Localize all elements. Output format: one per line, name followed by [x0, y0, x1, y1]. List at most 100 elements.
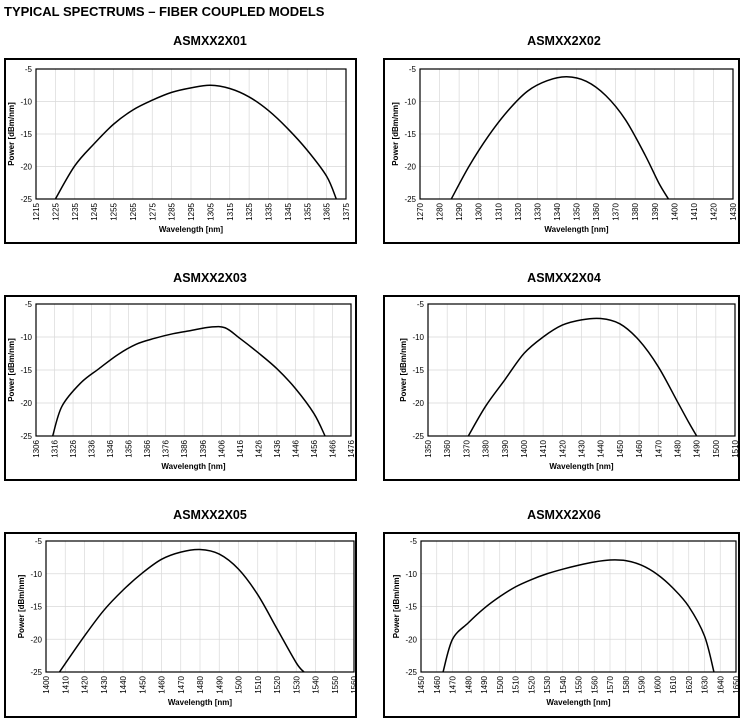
x-tick-label: 1476: [347, 439, 356, 457]
chart-title: ASMXX2X05: [173, 508, 247, 522]
x-tick-label: 1285: [168, 202, 177, 220]
x-tick-label: 1510: [254, 675, 263, 693]
x-tick-label: 1440: [119, 675, 128, 693]
x-tick-label: 1530: [543, 675, 552, 693]
x-tick-label: 1480: [673, 439, 682, 457]
x-tick-label: 1550: [575, 675, 584, 693]
x-tick-label: 1420: [709, 202, 718, 220]
chart-title: ASMXX2X06: [527, 508, 601, 522]
x-tick-label: 1345: [284, 202, 293, 220]
x-tick-label: 1355: [303, 202, 312, 220]
x-tick-label: 1500: [496, 675, 505, 693]
plot-area: [35, 303, 352, 437]
x-axis-title: Wavelength [nm]: [159, 225, 223, 234]
plot-area: [35, 68, 347, 200]
x-tick-label: 1300: [475, 202, 484, 220]
x-tick-label: 1426: [254, 439, 263, 457]
x-tick-label: 1360: [443, 439, 452, 457]
x-tick-label: 1335: [265, 202, 274, 220]
x-tick-label: 1430: [578, 439, 587, 457]
y-tick-label: -20: [405, 635, 417, 644]
x-tick-label: 1590: [638, 675, 647, 693]
y-tick-label: -15: [405, 603, 417, 612]
x-tick-label: 1350: [573, 202, 582, 220]
x-tick-label: 1245: [90, 202, 99, 220]
x-tick-label: 1215: [32, 202, 41, 220]
y-tick-label: -25: [412, 432, 424, 441]
x-tick-label: 1270: [416, 202, 425, 220]
y-tick-label: -25: [405, 668, 417, 677]
y-tick-label: -5: [417, 300, 425, 309]
x-tick-label: 1225: [51, 202, 60, 220]
x-tick-label: 1360: [592, 202, 601, 220]
x-tick-label: 1336: [88, 439, 97, 457]
x-tick-label: 1410: [61, 675, 70, 693]
x-tick-label: 1470: [654, 439, 663, 457]
plot-area: [427, 303, 736, 437]
chart-frame: [383, 58, 740, 244]
x-tick-label: 1325: [245, 202, 254, 220]
x-tick-label: 1410: [690, 202, 699, 220]
x-tick-label: 1460: [635, 439, 644, 457]
x-tick-label: 1350: [424, 439, 433, 457]
x-tick-label: 1390: [651, 202, 660, 220]
x-tick-label: 1315: [226, 202, 235, 220]
chart-frame: [4, 58, 357, 244]
series-line: [51, 325, 326, 437]
y-tick-label: -5: [25, 65, 33, 74]
page-title: TYPICAL SPECTRUMS – FIBER COUPLED MODELS: [4, 4, 325, 19]
y-tick-label: -20: [20, 163, 32, 172]
chart-frame: [4, 295, 357, 481]
x-axis-title: Wavelength [nm]: [549, 462, 613, 471]
x-tick-label: 1530: [292, 675, 301, 693]
x-tick-label: 1406: [217, 439, 226, 457]
x-tick-label: 1436: [273, 439, 282, 457]
x-tick-label: 1340: [553, 202, 562, 220]
x-tick-label: 1620: [685, 675, 694, 693]
x-tick-label: 1520: [527, 675, 536, 693]
y-axis-title: Power [dBm/nm]: [392, 574, 401, 638]
x-tick-label: 1560: [590, 675, 599, 693]
y-tick-label: -25: [404, 195, 416, 204]
x-tick-label: 1400: [42, 675, 51, 693]
y-tick-label: -10: [20, 98, 32, 107]
x-tick-label: 1255: [110, 202, 119, 220]
x-tick-label: 1610: [669, 675, 678, 693]
y-tick-label: -10: [20, 333, 32, 342]
x-tick-label: 1640: [716, 675, 725, 693]
x-tick-label: 1376: [162, 439, 171, 457]
x-tick-label: 1356: [125, 439, 134, 457]
x-tick-label: 1365: [323, 202, 332, 220]
x-axis-title: Wavelength [nm]: [161, 462, 225, 471]
series-line: [467, 317, 698, 437]
x-tick-label: 1400: [670, 202, 679, 220]
chart-title: ASMXX2X03: [173, 271, 247, 285]
x-tick-label: 1375: [342, 202, 351, 220]
x-tick-label: 1320: [514, 202, 523, 220]
x-tick-label: 1386: [180, 439, 189, 457]
plot-area: [419, 68, 734, 200]
y-tick-label: -10: [30, 570, 42, 579]
x-tick-label: 1480: [196, 675, 205, 693]
x-tick-label: 1510: [731, 439, 740, 457]
x-tick-label: 1420: [81, 675, 90, 693]
x-tick-label: 1416: [236, 439, 245, 457]
x-tick-label: 1480: [464, 675, 473, 693]
y-axis-title: Power [dBm/nm]: [391, 102, 400, 166]
y-tick-label: -5: [409, 65, 417, 74]
x-tick-label: 1316: [51, 439, 60, 457]
x-tick-label: 1326: [69, 439, 78, 457]
x-tick-label: 1550: [331, 675, 340, 693]
series-line: [442, 559, 715, 673]
chart-title: ASMXX2X04: [527, 271, 601, 285]
x-tick-label: 1380: [482, 439, 491, 457]
plot-area: [45, 540, 355, 673]
x-axis-title: Wavelength [nm]: [168, 698, 232, 707]
x-tick-label: 1380: [631, 202, 640, 220]
